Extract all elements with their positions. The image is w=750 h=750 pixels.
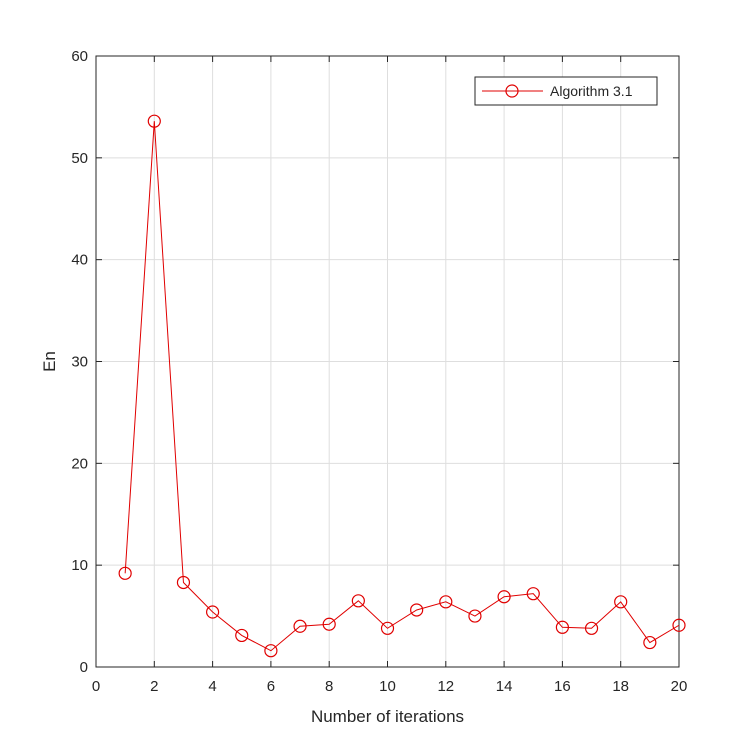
data-point-marker <box>584 621 599 635</box>
x-tick-label: 6 <box>267 678 275 695</box>
plot-frame <box>95 55 680 668</box>
data-point-marker <box>672 618 686 632</box>
x-tick-label: 4 <box>208 678 216 695</box>
grid <box>96 56 679 667</box>
data-point-marker <box>147 114 161 128</box>
data-point-marker <box>439 595 453 609</box>
y-tick-label: 0 <box>80 659 88 676</box>
y-tick-label: 40 <box>71 252 88 269</box>
x-tick-label: 10 <box>379 678 396 695</box>
axes: 0 2 4 6 8 10 12 14 16 18 20 0 10 20 30 40 50 60 <box>71 48 687 695</box>
legend: Algorithm 3.1 <box>474 76 658 106</box>
data-point-marker <box>322 617 336 631</box>
y-tick-label: 10 <box>71 557 88 574</box>
data-point-marker <box>351 594 365 608</box>
data-point-marker <box>264 644 278 658</box>
x-tick-label: 20 <box>671 678 688 695</box>
data-point-marker <box>497 590 511 604</box>
legend-label: Algorithm 3.1 <box>550 83 633 99</box>
y-axis-label: En <box>40 351 59 372</box>
x-axis-label: Number of iterations <box>311 707 464 726</box>
data-point-marker <box>555 620 570 634</box>
x-tick-label: 12 <box>437 678 454 695</box>
data-point-marker <box>206 605 220 619</box>
y-tick-label: 30 <box>71 354 88 371</box>
data-point-marker <box>380 621 395 635</box>
x-tick-label: 2 <box>150 678 158 695</box>
x-tick-label: 16 <box>554 678 571 695</box>
y-tick-label: 50 <box>71 150 88 167</box>
x-tick-label: 14 <box>496 678 513 695</box>
data-point-marker <box>118 566 132 580</box>
x-tick-label: 18 <box>612 678 629 695</box>
data-point-marker <box>614 595 628 609</box>
data-point-marker <box>410 603 424 617</box>
y-tick-label: 20 <box>71 455 88 472</box>
x-tick-label: 0 <box>92 678 100 695</box>
series-area <box>118 114 686 658</box>
data-point-marker <box>293 619 307 633</box>
y-tick-label: 60 <box>71 48 88 65</box>
data-point-marker <box>235 628 249 643</box>
legend-marker-circle <box>505 84 519 98</box>
data-point-marker <box>526 587 540 601</box>
x-tick-label: 8 <box>325 678 333 695</box>
data-point-marker <box>176 575 191 590</box>
labels: Number of iterations En <box>40 351 464 726</box>
data-point-marker <box>643 635 657 650</box>
data-point-marker <box>468 609 482 623</box>
